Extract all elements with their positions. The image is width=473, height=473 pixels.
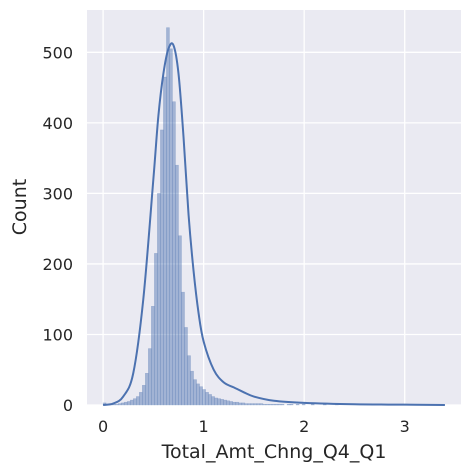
histogram-bar-14 bbox=[145, 373, 149, 406]
histogram-bar-69 bbox=[310, 404, 315, 406]
histogram-bar-54 bbox=[265, 404, 270, 406]
histogram-bar-7 bbox=[123, 401, 128, 406]
y-tick-label-5: 500 bbox=[42, 43, 73, 62]
kde-line bbox=[102, 42, 445, 406]
y-tick-label-0: 0 bbox=[63, 396, 73, 415]
histogram-bar-6 bbox=[120, 402, 125, 406]
histogram-bar-26 bbox=[181, 291, 185, 406]
histogram-bar-59 bbox=[280, 404, 285, 406]
histogram-bar-40 bbox=[223, 399, 227, 406]
histogram-bar-46 bbox=[241, 402, 246, 406]
histogram-bar-16 bbox=[151, 306, 155, 406]
histogram-bar-4 bbox=[114, 404, 119, 406]
histogram-bar-42 bbox=[229, 401, 234, 406]
histogram-bar-50 bbox=[253, 403, 258, 406]
x-tick-label-3: 3 bbox=[400, 417, 410, 436]
histogram-bar-52 bbox=[259, 403, 264, 406]
histogram-bar-37 bbox=[214, 397, 218, 406]
x-tick-label-1: 1 bbox=[199, 417, 209, 436]
histogram-bar-12 bbox=[139, 392, 143, 406]
x-axis-label: Total_Amt_Chng_Q4_Q1 bbox=[161, 441, 387, 463]
histogram-bar-62 bbox=[289, 404, 294, 406]
histogram-bar-53 bbox=[262, 404, 267, 406]
histogram-bar-15 bbox=[148, 348, 152, 406]
histogram-bar-28 bbox=[187, 355, 191, 406]
histogram-bar-29 bbox=[190, 370, 194, 406]
y-axis-label: Count bbox=[9, 179, 31, 235]
histogram-bar-13 bbox=[142, 385, 146, 406]
histogram-bar-41 bbox=[226, 400, 231, 406]
histogram-bar-20 bbox=[163, 76, 167, 406]
histogram-bar-36 bbox=[211, 396, 215, 406]
histogram-bar-57 bbox=[274, 404, 279, 406]
x-tick-label-2: 2 bbox=[299, 417, 309, 436]
histogram-bar-33 bbox=[202, 389, 206, 406]
x-tick-label-0: 0 bbox=[98, 417, 108, 436]
histogram-bar-21 bbox=[166, 27, 170, 406]
histogram-bar-17 bbox=[154, 253, 158, 406]
histogram-bar-30 bbox=[193, 379, 197, 406]
grid-lines bbox=[87, 10, 461, 406]
histogram-bar-44 bbox=[235, 401, 240, 406]
histogram-bar-22 bbox=[169, 48, 173, 406]
histogram-bar-45 bbox=[238, 402, 243, 406]
histogram-bar-10 bbox=[132, 398, 137, 406]
histogram-bar-11 bbox=[136, 396, 140, 406]
histogram-bar-61 bbox=[286, 404, 291, 406]
histogram-bar-27 bbox=[184, 327, 188, 406]
histogram-bar-48 bbox=[247, 403, 252, 406]
y-tick-label-3: 300 bbox=[42, 184, 73, 203]
histogram-bar-39 bbox=[220, 399, 224, 406]
histogram-bar-34 bbox=[205, 392, 209, 406]
y-tick-label-1: 100 bbox=[42, 325, 73, 344]
histogram-bar-58 bbox=[277, 404, 282, 406]
histogram-bar-9 bbox=[129, 399, 134, 406]
y-axis-ticks: 0 100 200 300 400 500 bbox=[42, 43, 73, 415]
histogram-bar-24 bbox=[175, 164, 179, 406]
histogram-bar-56 bbox=[271, 404, 276, 406]
histogram-bars bbox=[102, 27, 445, 406]
y-tick-label-2: 200 bbox=[42, 255, 73, 274]
histogram-bar-51 bbox=[256, 403, 261, 406]
histogram-bar-38 bbox=[217, 398, 221, 406]
histogram-bar-47 bbox=[244, 403, 249, 406]
histogram-bar-8 bbox=[126, 401, 131, 406]
histogram-bar-19 bbox=[160, 129, 164, 406]
y-tick-label-4: 400 bbox=[42, 114, 73, 133]
histogram-bar-49 bbox=[250, 403, 255, 406]
histogram-bar-55 bbox=[268, 404, 273, 406]
histogram-bar-23 bbox=[172, 101, 176, 406]
histogram-bar-25 bbox=[178, 235, 182, 406]
histogram-bar-32 bbox=[199, 386, 203, 406]
histogram-bar-66 bbox=[301, 404, 306, 406]
x-axis-ticks: 0 1 2 3 bbox=[98, 417, 410, 436]
histogram-bar-5 bbox=[117, 403, 122, 406]
histogram-bar-43 bbox=[232, 401, 237, 406]
plot-background bbox=[87, 10, 461, 405]
histogram-bar-64 bbox=[295, 404, 300, 406]
histogram-bar-18 bbox=[157, 193, 161, 406]
histogram-bar-31 bbox=[196, 383, 200, 406]
histogram-bar-35 bbox=[208, 394, 212, 406]
